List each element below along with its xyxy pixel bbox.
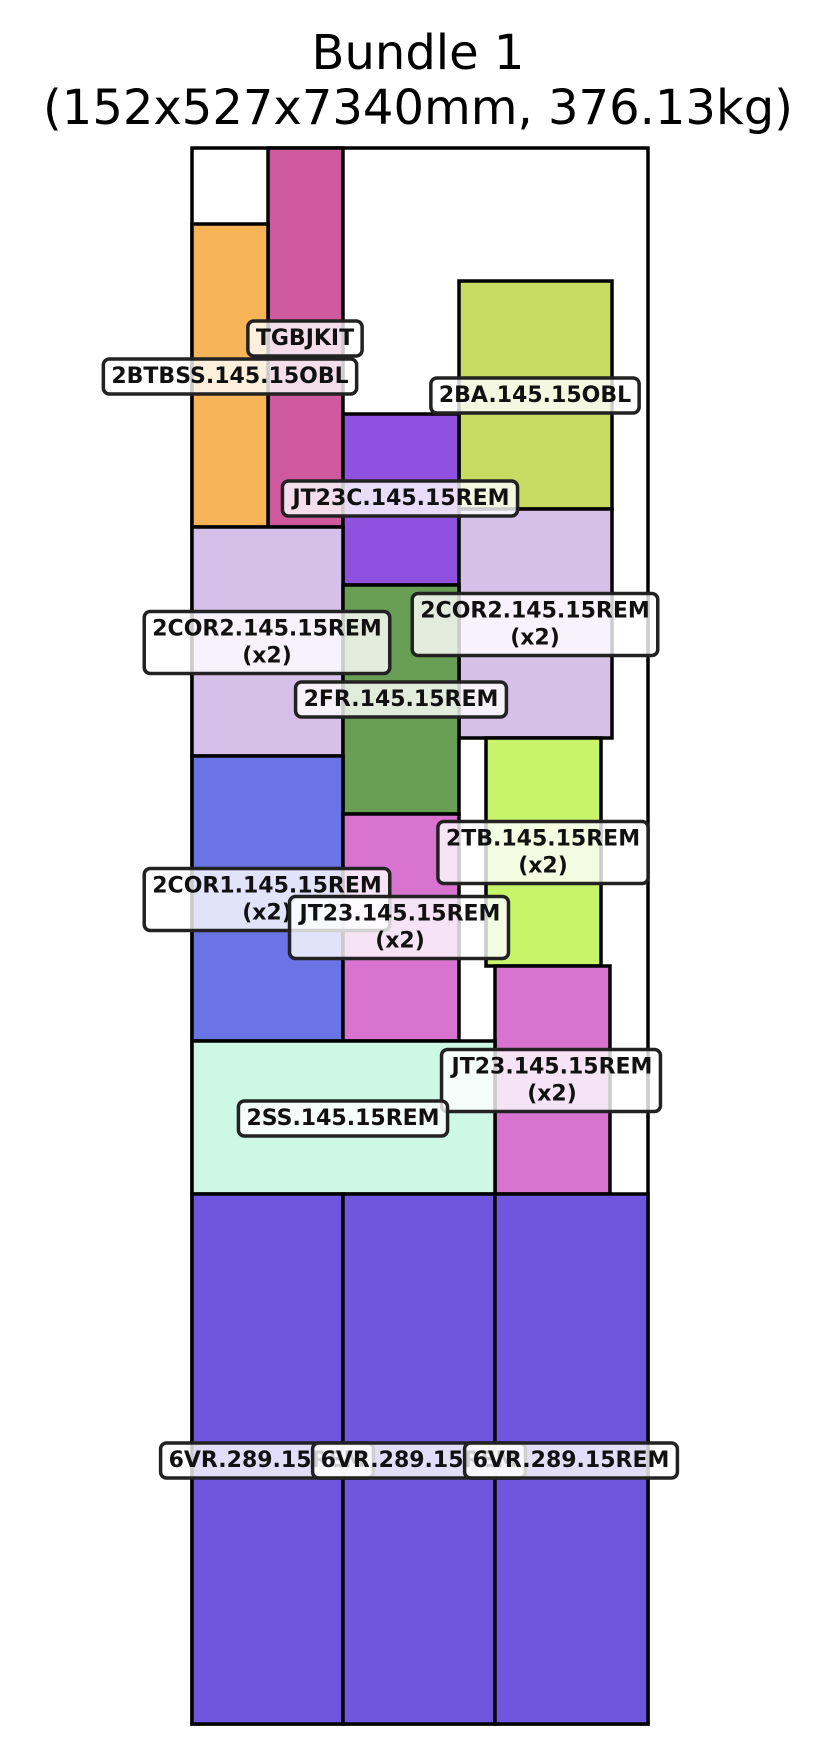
label-2cor2-left: 2COR2.145.15REM (x2) (142, 609, 392, 676)
label-box (236, 1099, 450, 1138)
label-text: 6VR.289.15REM (473, 1448, 670, 1473)
label-line: TGBJKIT (256, 326, 354, 351)
label-line: 2BA.145.15OBL (439, 383, 631, 408)
label-line: (x2) (518, 854, 568, 879)
label-line: JT23C.145.15REM (290, 486, 509, 511)
label-2btbss: 2BTBSS.145.15OBL (101, 357, 359, 396)
title-line-2: (152x527x7340mm, 376.13kg) (43, 80, 793, 136)
label-jt23c: JT23C.145.15REM (280, 479, 520, 518)
label-2ba: 2BA.145.15OBL (429, 376, 641, 415)
label-text: 2TB.145.15REM (x2) (446, 827, 640, 879)
label-line: (x2) (242, 901, 292, 926)
label-box (142, 609, 392, 676)
label-text: 2COR2.145.15REM (x2) (420, 599, 650, 651)
label-jt23-mid: JT23.145.15REM (x2) (287, 894, 511, 961)
label-text: JT23C.145.15REM (290, 486, 509, 511)
label-line: JT23.145.15REM (298, 902, 501, 927)
label-box (246, 319, 364, 358)
label-text: 2BA.145.15OBL (439, 383, 631, 408)
label-line: 2FR.145.15REM (304, 687, 499, 712)
label-line: 6VR.289.15REM (473, 1448, 670, 1473)
label-text: JT23.145.15REM (x2) (298, 902, 501, 954)
label-line: 2BTBSS.145.15OBL (111, 364, 348, 389)
label-line: 2SS.145.15REM (246, 1106, 439, 1131)
label-line: 2COR2.145.15REM (152, 617, 382, 642)
label-text: 2COR1.145.15REM (x2) (152, 874, 382, 926)
label-2cor2-right: 2COR2.145.15REM (x2) (410, 591, 660, 658)
labels-layer: TGBJKIT 2BTBSS.145.15OBL 2BA.145.15OBL JT23… (101, 319, 680, 1480)
label-box (287, 894, 511, 961)
label-jt23-right: JT23.145.15REM (x2) (439, 1047, 663, 1114)
label-box (439, 1047, 663, 1114)
label-6vr-3: 6VR.289.15REM (462, 1441, 680, 1480)
label-box (429, 376, 641, 415)
label-2tb: 2TB.145.15REM (x2) (436, 819, 650, 886)
title-line-1: Bundle 1 (312, 25, 525, 81)
label-text: JT23.145.15REM (x2) (450, 1055, 653, 1107)
label-2fr: 2FR.145.15REM (293, 680, 509, 719)
label-line: (x2) (375, 929, 425, 954)
label-text: TGBJKIT (256, 326, 354, 351)
label-box (436, 819, 650, 886)
label-tgbjkit: TGBJKIT (246, 319, 364, 358)
label-line: (x2) (242, 644, 292, 669)
label-box (462, 1441, 680, 1480)
label-line: 2TB.145.15REM (446, 827, 640, 852)
label-box (293, 680, 509, 719)
label-text: 2FR.145.15REM (304, 687, 499, 712)
label-box (280, 479, 520, 518)
label-box (410, 591, 660, 658)
label-line: 2COR1.145.15REM (152, 874, 382, 899)
label-box (101, 357, 359, 396)
label-line: (x2) (527, 1082, 577, 1107)
label-line: 2COR2.145.15REM (420, 599, 650, 624)
label-line: JT23.145.15REM (450, 1055, 653, 1080)
label-line: (x2) (510, 626, 560, 651)
label-text: 2SS.145.15REM (246, 1106, 439, 1131)
label-text: 2COR2.145.15REM (x2) (152, 617, 382, 669)
label-2ss: 2SS.145.15REM (236, 1099, 450, 1138)
label-text: 2BTBSS.145.15OBL (111, 364, 348, 389)
